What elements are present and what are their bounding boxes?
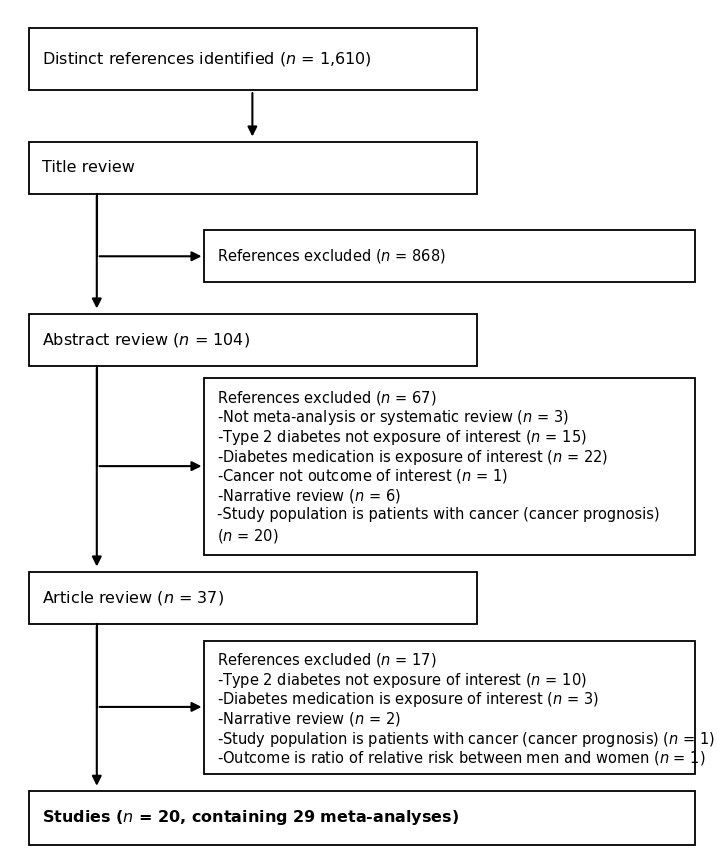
Text: -Cancer not outcome of interest ($n$ = 1): -Cancer not outcome of interest ($n$ = 1…: [217, 468, 508, 485]
Text: Title review: Title review: [42, 160, 135, 175]
Text: References excluded ($n$ = 17): References excluded ($n$ = 17): [217, 651, 437, 669]
Text: -Outcome is ratio of relative risk between men and women ($n$ = 1): -Outcome is ratio of relative risk betwe…: [217, 749, 706, 767]
Text: -Diabetes medication is exposure of interest ($n$ = 3): -Diabetes medication is exposure of inte…: [217, 691, 599, 710]
FancyBboxPatch shape: [204, 641, 695, 774]
FancyBboxPatch shape: [29, 28, 477, 90]
Text: ($n$ = 20): ($n$ = 20): [217, 526, 279, 544]
FancyBboxPatch shape: [29, 314, 477, 366]
Text: References excluded ($n$ = 67): References excluded ($n$ = 67): [217, 389, 437, 407]
Text: Studies ($n$ = 20, containing 29 meta-analyses): Studies ($n$ = 20, containing 29 meta-an…: [42, 808, 459, 827]
FancyBboxPatch shape: [204, 230, 695, 282]
Text: -Type 2 diabetes not exposure of interest ($n$ = 15): -Type 2 diabetes not exposure of interes…: [217, 428, 587, 447]
Text: Distinct references identified ($n$ = 1,610): Distinct references identified ($n$ = 1,…: [42, 51, 371, 68]
FancyBboxPatch shape: [29, 791, 695, 845]
Text: Abstract review ($n$ = 104): Abstract review ($n$ = 104): [42, 331, 250, 348]
Text: -Narrative review ($n$ = 6): -Narrative review ($n$ = 6): [217, 487, 401, 505]
Text: -Study population is patients with cancer (cancer prognosis) ($n$ = 1): -Study population is patients with cance…: [217, 730, 716, 749]
FancyBboxPatch shape: [204, 378, 695, 555]
Text: -Diabetes medication is exposure of interest ($n$ = 22): -Diabetes medication is exposure of inte…: [217, 448, 609, 467]
Text: -Not meta-analysis or systematic review ($n$ = 3): -Not meta-analysis or systematic review …: [217, 408, 569, 427]
FancyBboxPatch shape: [29, 572, 477, 623]
Text: Article review ($n$ = 37): Article review ($n$ = 37): [42, 589, 224, 606]
Text: -Study population is patients with cancer (cancer prognosis): -Study population is patients with cance…: [217, 507, 660, 522]
Text: References excluded ($n$ = 868): References excluded ($n$ = 868): [217, 248, 446, 265]
Text: -Narrative review ($n$ = 2): -Narrative review ($n$ = 2): [217, 710, 401, 728]
Text: -Type 2 diabetes not exposure of interest ($n$ = 10): -Type 2 diabetes not exposure of interes…: [217, 671, 587, 690]
FancyBboxPatch shape: [29, 142, 477, 194]
